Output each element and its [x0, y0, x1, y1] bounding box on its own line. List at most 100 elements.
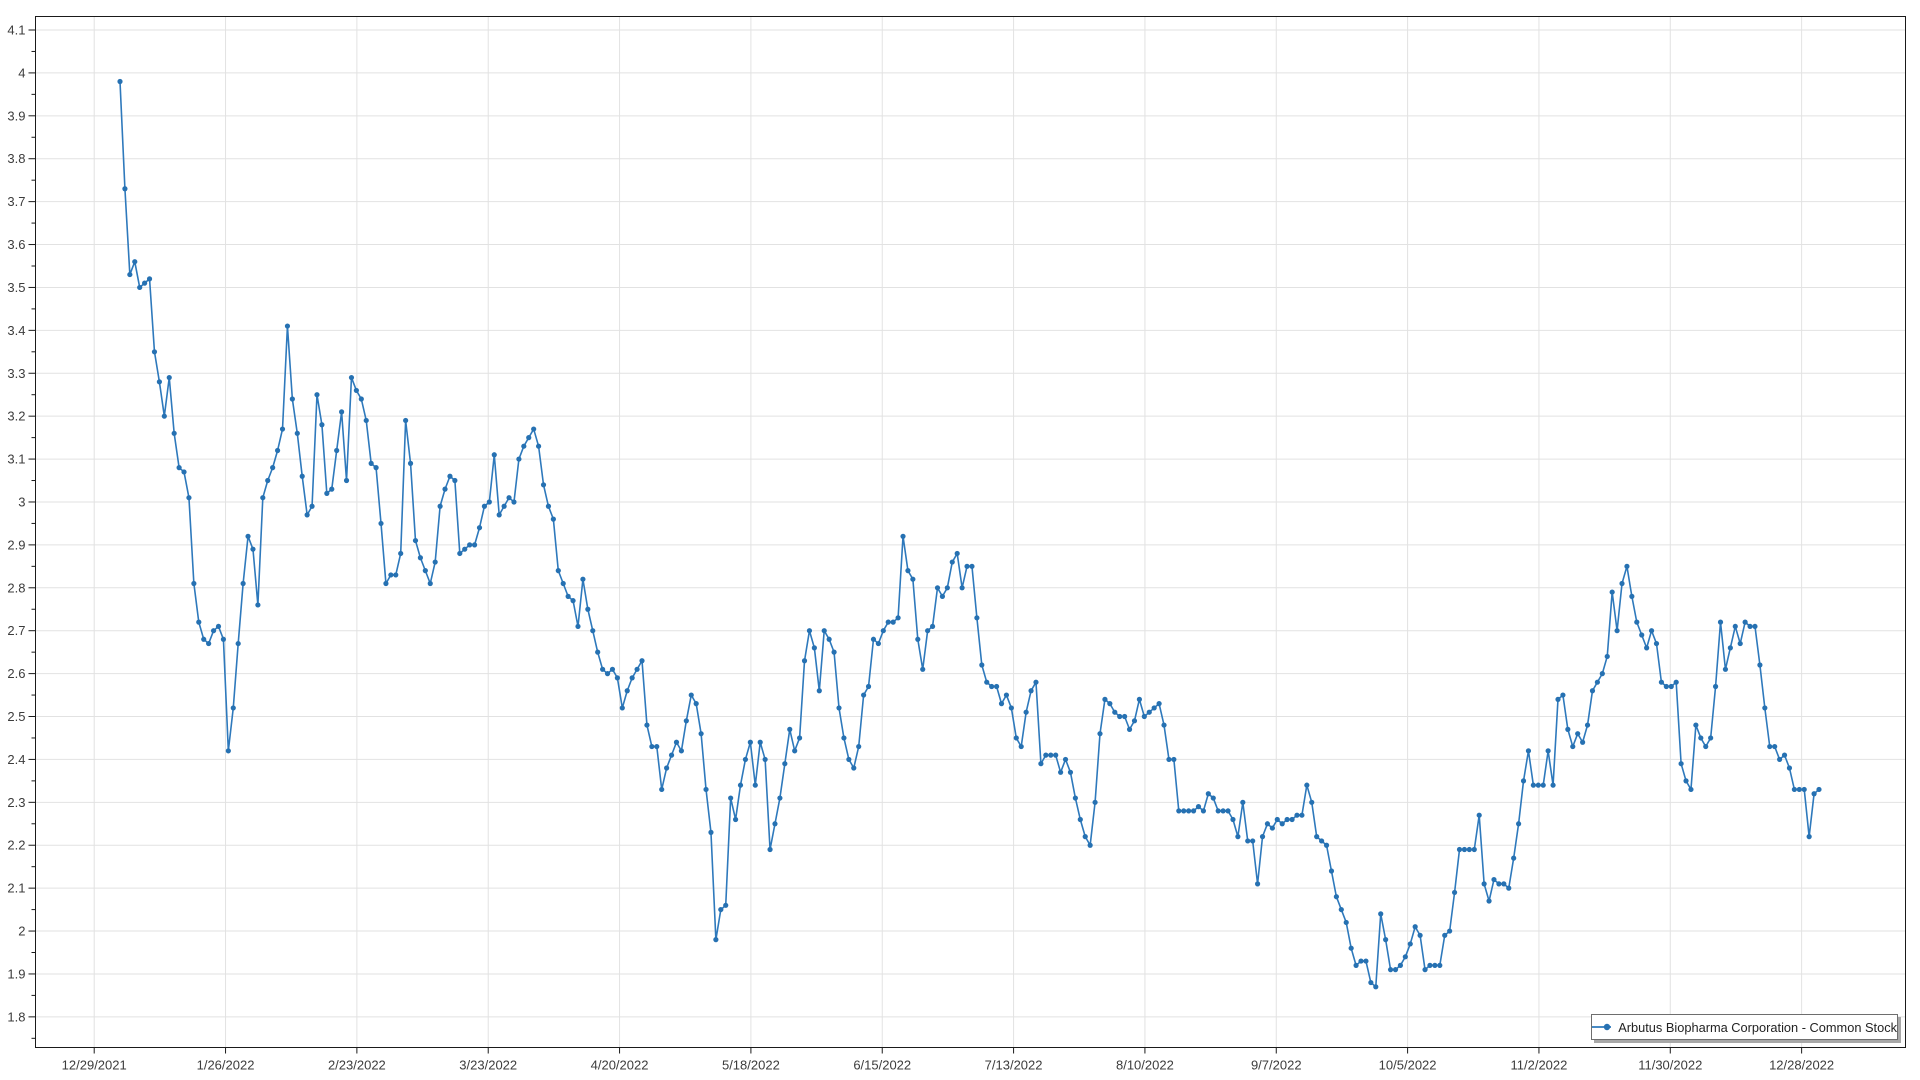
y-tick-label: 2.4: [7, 752, 25, 767]
data-point: [137, 284, 143, 291]
data-point: [836, 705, 842, 711]
data-point: [1491, 876, 1497, 883]
data-point: [1451, 889, 1458, 896]
data-point: [363, 417, 369, 424]
data-point: [590, 628, 596, 634]
data-point: [683, 718, 689, 724]
data-point: [1190, 808, 1197, 814]
data-point: [747, 739, 753, 745]
data-point: [1619, 580, 1625, 587]
data-point: [619, 705, 625, 711]
data-point: [742, 756, 749, 763]
data-point: [664, 765, 670, 771]
data-point: [171, 430, 177, 436]
data-point: [1378, 911, 1384, 917]
data-point: [457, 550, 463, 557]
data-point: [565, 593, 571, 599]
data-point: [880, 628, 886, 634]
data-point: [393, 572, 399, 578]
data-point: [442, 486, 448, 492]
data-point: [1205, 791, 1211, 797]
data-point: [693, 701, 699, 707]
data-point: [841, 735, 847, 741]
data-point: [1629, 593, 1635, 599]
data-point: [1550, 782, 1556, 788]
data-point: [1791, 786, 1797, 793]
data-point: [1077, 816, 1083, 823]
data-point: [496, 512, 502, 518]
data-point: [210, 628, 217, 634]
data-point: [1668, 683, 1674, 690]
data-point: [146, 276, 153, 282]
data-point: [560, 580, 566, 587]
data-point: [1520, 778, 1527, 784]
data-point: [1289, 816, 1295, 823]
data-point: [181, 469, 187, 475]
data-point: [1112, 709, 1118, 715]
data-point: [595, 649, 601, 655]
legend-marker-icon: [1592, 1023, 1612, 1031]
data-point: [1466, 846, 1472, 853]
data-point: [1028, 688, 1034, 694]
data-point: [1259, 834, 1266, 840]
data-point: [816, 688, 822, 694]
data-point: [1107, 701, 1113, 707]
data-point: [1122, 713, 1128, 720]
data-point: [1757, 662, 1763, 668]
data-point: [1181, 808, 1187, 814]
data-point: [1816, 786, 1822, 793]
data-point: [1570, 743, 1576, 750]
data-point: [516, 456, 522, 462]
data-point: [649, 743, 655, 750]
data-point: [1171, 756, 1177, 763]
y-tick-label: 2.3: [7, 795, 25, 810]
data-point: [1087, 842, 1093, 848]
data-point: [1195, 804, 1202, 810]
data-point: [1683, 778, 1689, 784]
data-point: [668, 752, 675, 758]
data-point: [900, 533, 906, 539]
data-point: [856, 743, 862, 750]
data-point: [1639, 632, 1645, 638]
data-point: [1545, 748, 1551, 754]
data-point: [1767, 743, 1773, 750]
data-point: [792, 748, 798, 754]
data-point: [1806, 834, 1812, 840]
data-point: [1747, 623, 1753, 630]
x-tick-label: 7/13/2022: [985, 1058, 1043, 1073]
data-point: [467, 542, 473, 548]
data-point: [1511, 855, 1517, 861]
data-point: [1353, 962, 1359, 968]
data-point: [639, 658, 645, 664]
data-point: [1678, 761, 1684, 767]
x-tick-label: 12/28/2022: [1769, 1058, 1834, 1073]
y-tick-label: 3.6: [7, 237, 25, 252]
data-point: [1575, 731, 1581, 737]
data-point: [600, 666, 606, 672]
data-point: [1363, 958, 1369, 964]
data-point: [531, 426, 537, 432]
data-point: [481, 503, 488, 509]
data-point: [201, 636, 207, 642]
y-tick-label: 2: [18, 924, 25, 939]
data-point: [462, 546, 468, 552]
data-point: [1333, 894, 1339, 900]
data-point: [1693, 722, 1699, 728]
data-point: [1644, 645, 1650, 651]
y-tick-label: 2.2: [7, 838, 25, 853]
data-point: [186, 495, 192, 501]
data-point: [284, 323, 291, 329]
data-point: [1540, 782, 1546, 788]
data-point: [713, 937, 719, 943]
data-point: [1048, 752, 1054, 758]
data-point: [373, 465, 379, 471]
data-point: [1604, 653, 1610, 660]
data-point: [1772, 743, 1778, 750]
data-point: [1712, 683, 1719, 690]
data-point: [1210, 795, 1216, 801]
data-point: [1732, 623, 1738, 630]
data-point: [1461, 846, 1468, 853]
data-point: [895, 615, 901, 621]
y-tick-label: 3.4: [7, 323, 25, 338]
data-point: [890, 619, 896, 625]
